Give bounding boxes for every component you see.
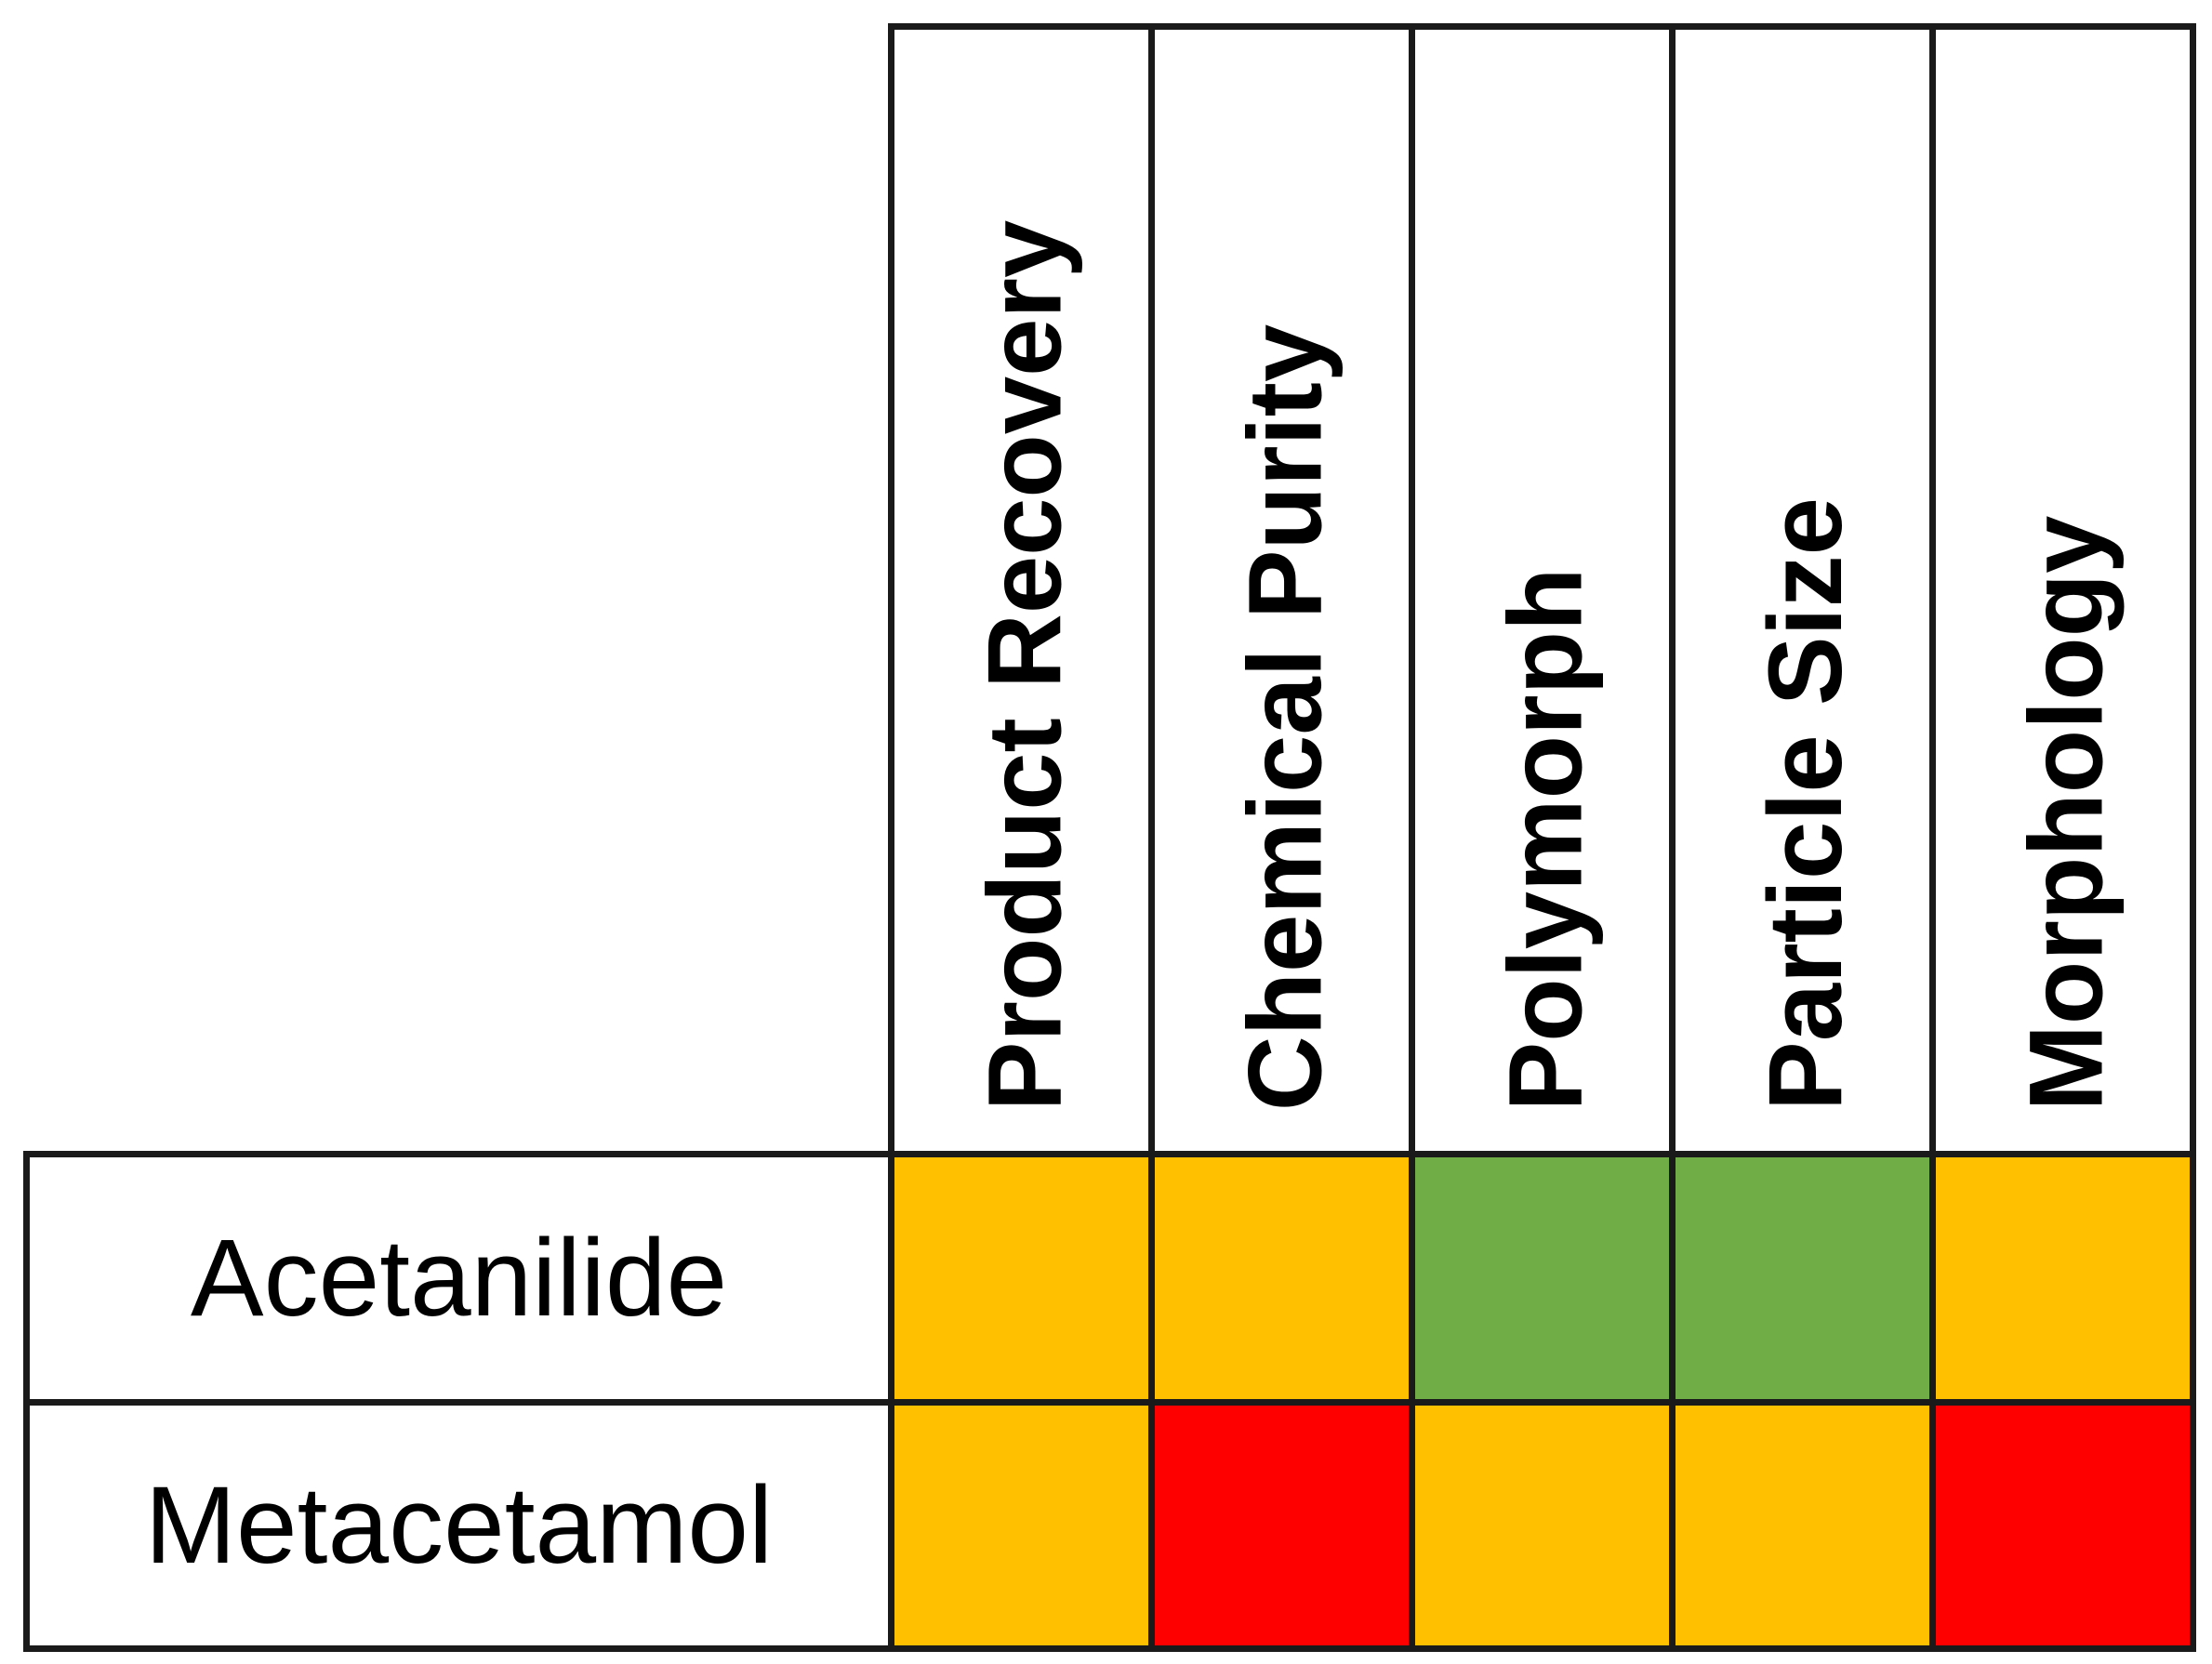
column-header-morphology: Morphology <box>1929 23 2196 1157</box>
column-header-label: Particle Size <box>1747 497 1864 1111</box>
rating-cell-metacetamol-particle-size <box>1669 1399 1936 1652</box>
rating-cell-metacetamol-polymorph <box>1409 1399 1676 1652</box>
row-label-text: Acetanilide <box>190 1217 728 1340</box>
column-header-product-recovery: Product Recovery <box>888 23 1155 1157</box>
row-label-acetanilide: Acetanilide <box>23 1151 894 1406</box>
rating-cell-metacetamol-chemical-purity <box>1148 1399 1415 1652</box>
row-label-metacetamol: Metacetamol <box>23 1399 894 1652</box>
rating-cell-metacetamol-morphology <box>1929 1399 2196 1652</box>
column-header-label: Product Recovery <box>966 219 1082 1111</box>
row-label-text: Metacetamol <box>144 1464 774 1587</box>
rating-cell-acetanilide-polymorph <box>1409 1151 1676 1406</box>
column-header-polymorph: Polymorph <box>1409 23 1676 1157</box>
column-header-label: Morphology <box>2007 515 2124 1111</box>
column-header-chemical-purity: Chemical Purity <box>1148 23 1415 1157</box>
rating-cell-acetanilide-product-recovery <box>888 1151 1155 1406</box>
rating-cell-metacetamol-product-recovery <box>888 1399 1155 1652</box>
column-header-label: Chemical Purity <box>1226 324 1344 1111</box>
rating-cell-acetanilide-chemical-purity <box>1148 1151 1415 1406</box>
column-header-label: Polymorph <box>1487 567 1603 1111</box>
rating-cell-acetanilide-particle-size <box>1669 1151 1936 1406</box>
rating-cell-acetanilide-morphology <box>1929 1151 2196 1406</box>
column-header-particle-size: Particle Size <box>1669 23 1936 1157</box>
